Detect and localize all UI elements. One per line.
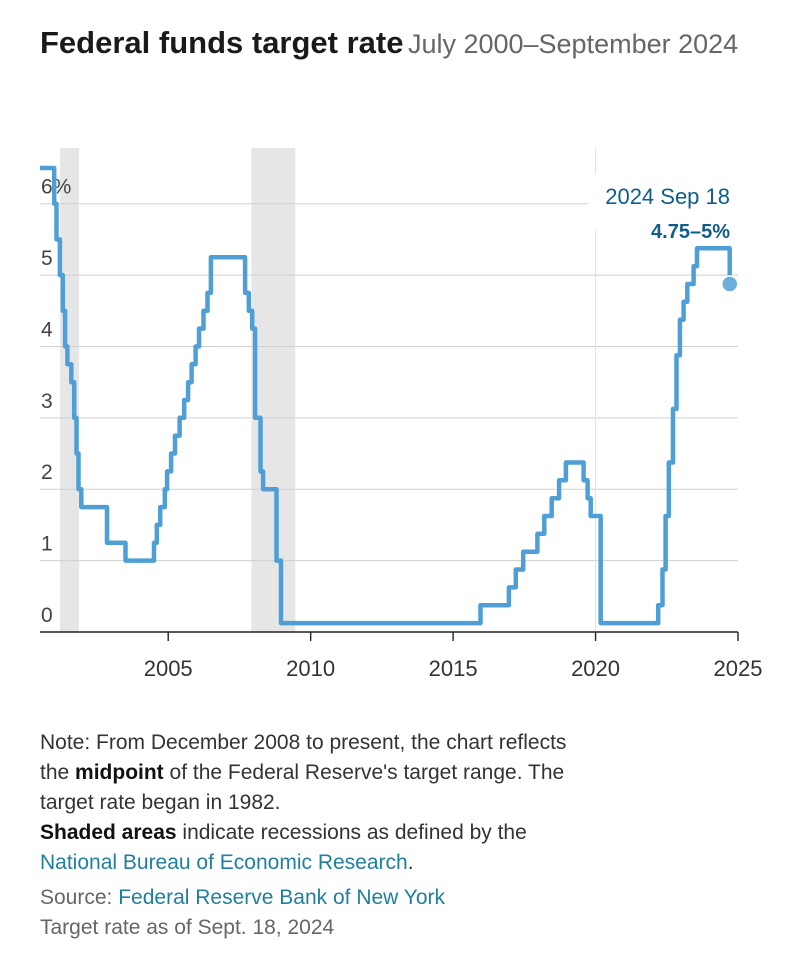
x-tick-label-2025: 2025 [714, 656, 763, 681]
recession-band-2 [251, 148, 296, 632]
chart-note: Note: From December 2008 to present, the… [40, 728, 760, 878]
source-link[interactable]: Federal Reserve Bank of New York [118, 886, 446, 909]
note-line-5: National Bureau of Economic Research. [40, 848, 760, 878]
chart-title: Federal funds target rate [40, 25, 404, 60]
note-shaded-areas: Shaded areas [40, 821, 177, 844]
note-line-4-end: indicate recessions as defined by the [176, 821, 527, 844]
nber-link[interactable]: National Bureau of Economic Research [40, 851, 408, 874]
source-block: Source: Federal Reserve Bank of New York… [40, 883, 445, 943]
note-line-2: the midpoint of the Federal Reserve's ta… [40, 758, 760, 788]
note-line-3: target rate began in 1982. [40, 791, 281, 814]
series-line-1 [40, 165, 732, 626]
y-tick-label-4: 4 [41, 318, 53, 341]
annotation-date: 2024 Sep 18 [605, 184, 730, 209]
note-line-4: Shaded areas indicate recessions as defi… [40, 818, 760, 848]
x-tick-label-2020: 2020 [571, 656, 620, 681]
note-line-2-start: the [40, 761, 76, 784]
y-tick-label-2: 2 [41, 461, 53, 484]
y-tick-label-3: 3 [41, 390, 53, 413]
x-tick-label-2005: 2005 [144, 656, 193, 681]
y-tick-label-0: 0 [41, 604, 53, 627]
annotation-backdrop [588, 174, 740, 230]
source-line: Source: Federal Reserve Bank of New York [40, 883, 445, 913]
chart-subtitle: July 2000–September 2024 [407, 29, 739, 59]
y-tick-label-5: 5 [41, 247, 53, 270]
x-tick-label-2010: 2010 [286, 656, 335, 681]
recession-band-1 [59, 148, 80, 632]
note-line-2-end: of the Federal Reserve's target range. T… [163, 761, 565, 784]
x-tick-label-2015: 2015 [429, 656, 478, 681]
annotation-value: 4.75–5% [651, 221, 730, 243]
y-tick-label-1: 1 [41, 533, 53, 556]
latest-point-marker [720, 275, 739, 293]
source-asof: Target rate as of Sept. 18, 2024 [40, 916, 335, 939]
note-midpoint: midpoint [75, 761, 164, 784]
note-line-1: Note: From December 2008 to present, the… [40, 731, 567, 754]
source-prefix: Source: [40, 886, 119, 909]
chart-title-block: Federal funds target rate July 2000–Sept… [40, 20, 760, 72]
note-line-5-end: . [407, 851, 414, 874]
